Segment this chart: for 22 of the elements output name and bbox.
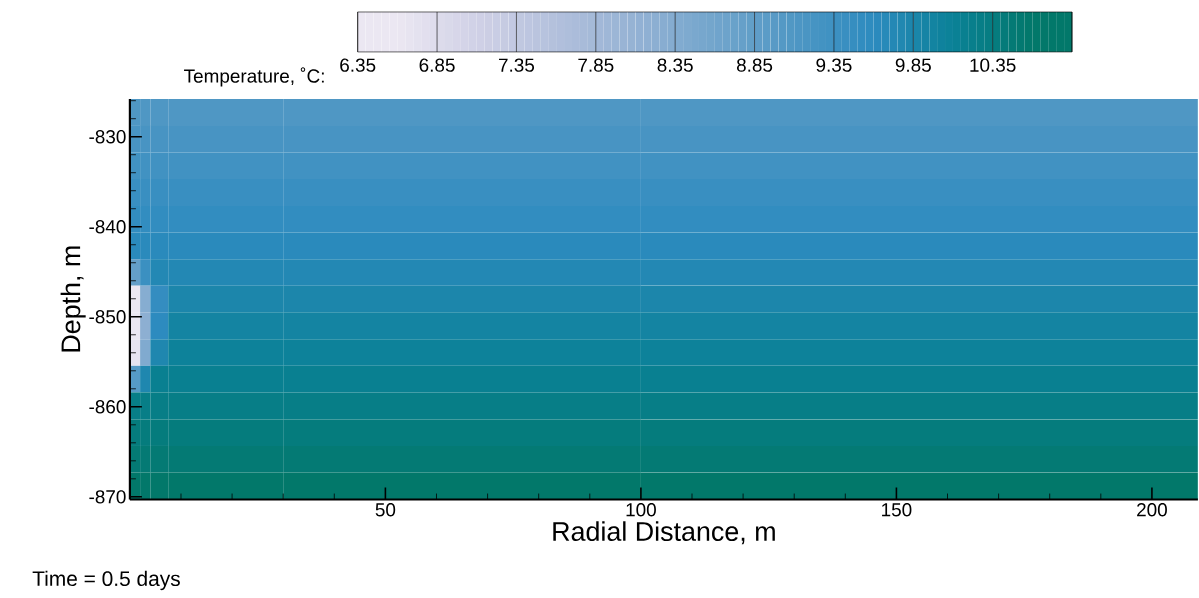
color-bar-label: 9.85 — [895, 58, 931, 72]
color-bar-label: 7.85 — [578, 58, 614, 72]
color-bar-label: 9.35 — [816, 58, 852, 72]
y-axis-title: Depth, m — [60, 246, 86, 352]
color-bar-label: 8.85 — [736, 58, 773, 72]
y-tick-label: -830 — [89, 129, 126, 144]
color-bar-label: 7.35 — [498, 58, 535, 72]
x-tick-label: 50 — [375, 502, 396, 517]
color-bar-label: 10.35 — [970, 58, 1016, 72]
y-tick-label: -850 — [89, 309, 126, 324]
x-tick-label: 150 — [882, 502, 912, 517]
color-bar-label: 6.85 — [419, 58, 455, 72]
x-axis-title: Radial Distance, m — [553, 521, 775, 544]
y-tick-label: -840 — [89, 219, 126, 234]
x-tick-label: 100 — [626, 502, 656, 517]
color-bar-label: 6.35 — [340, 58, 376, 72]
y-tick-label: -860 — [89, 399, 126, 414]
text: Time = 0.5 days — [32, 570, 180, 590]
x-tick-label: 200 — [1137, 502, 1167, 517]
y-tick-label: -870 — [89, 489, 126, 504]
color-bar-label: 8.35 — [657, 58, 693, 72]
color-bar-title: Temperature, ˚C: — [184, 67, 324, 87]
